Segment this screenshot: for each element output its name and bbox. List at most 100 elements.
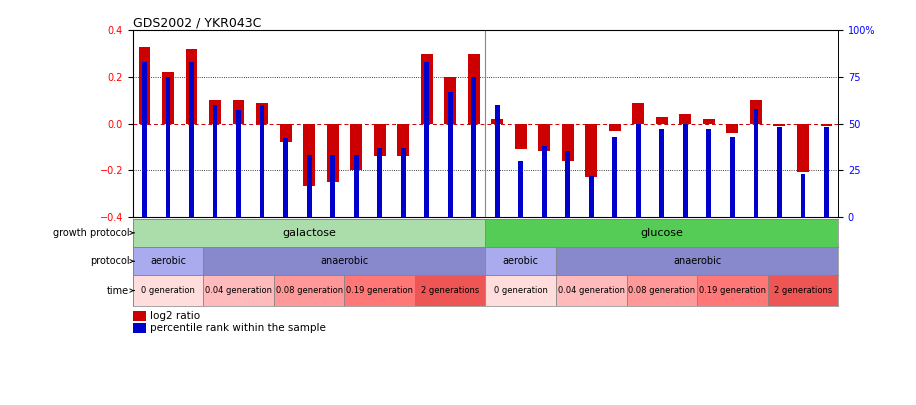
Text: aerobic: aerobic xyxy=(150,256,186,266)
Bar xyxy=(166,77,170,217)
Text: 2 generations: 2 generations xyxy=(774,286,832,295)
Bar xyxy=(415,275,485,306)
Bar xyxy=(472,77,476,217)
Bar xyxy=(565,151,570,217)
Text: 0.04 generation: 0.04 generation xyxy=(205,286,272,295)
Bar xyxy=(233,100,245,124)
Bar xyxy=(374,124,386,156)
Text: log2 ratio: log2 ratio xyxy=(150,311,201,321)
Bar xyxy=(556,247,838,275)
Bar xyxy=(203,247,485,275)
Bar xyxy=(518,161,523,217)
Bar xyxy=(485,219,838,247)
Text: anaerobic: anaerobic xyxy=(321,256,368,266)
Text: 0.19 generation: 0.19 generation xyxy=(346,286,413,295)
Text: 2 generations: 2 generations xyxy=(421,286,479,295)
Bar xyxy=(260,105,265,217)
Bar xyxy=(491,119,503,124)
Bar xyxy=(726,124,738,133)
Bar xyxy=(609,124,621,130)
Bar xyxy=(142,62,147,217)
Text: anaerobic: anaerobic xyxy=(673,256,721,266)
Bar xyxy=(133,311,146,321)
Bar xyxy=(821,124,833,126)
Text: protocol: protocol xyxy=(90,256,129,266)
Bar xyxy=(209,100,221,124)
Bar xyxy=(279,124,291,142)
Bar xyxy=(485,247,556,275)
Bar xyxy=(585,124,597,177)
Bar xyxy=(133,247,203,275)
Bar xyxy=(556,275,627,306)
Bar xyxy=(186,49,198,124)
Bar xyxy=(636,124,640,217)
Bar xyxy=(307,155,311,217)
Text: glucose: glucose xyxy=(640,228,683,238)
Bar xyxy=(133,219,485,247)
Bar xyxy=(303,124,315,186)
Bar xyxy=(327,124,339,182)
Bar xyxy=(256,102,268,124)
Text: 0.08 generation: 0.08 generation xyxy=(276,286,343,295)
Bar xyxy=(797,124,809,173)
Bar xyxy=(660,129,664,217)
Bar xyxy=(448,92,453,217)
Text: 0.04 generation: 0.04 generation xyxy=(558,286,625,295)
Bar xyxy=(420,54,432,124)
Text: growth protocol: growth protocol xyxy=(52,228,129,238)
Text: galactose: galactose xyxy=(282,228,336,238)
Bar xyxy=(768,275,838,306)
Bar xyxy=(773,124,785,126)
Bar xyxy=(203,275,274,306)
Bar xyxy=(777,127,781,217)
Text: percentile rank within the sample: percentile rank within the sample xyxy=(150,324,326,333)
Bar xyxy=(133,323,146,333)
Text: GDS2002 / YKR043C: GDS2002 / YKR043C xyxy=(133,16,261,29)
Bar xyxy=(485,275,556,306)
Bar xyxy=(133,275,203,306)
Bar xyxy=(398,124,409,156)
Bar xyxy=(589,176,594,217)
Bar xyxy=(274,275,344,306)
Bar xyxy=(190,62,194,217)
Bar xyxy=(801,174,805,217)
Text: 0.19 generation: 0.19 generation xyxy=(699,286,766,295)
Bar xyxy=(495,105,499,217)
Bar xyxy=(627,275,697,306)
Bar xyxy=(283,139,288,217)
Bar xyxy=(703,119,714,124)
Bar xyxy=(680,114,692,124)
Bar xyxy=(162,72,174,124)
Bar xyxy=(468,54,480,124)
Text: time: time xyxy=(107,286,129,296)
Text: aerobic: aerobic xyxy=(503,256,539,266)
Bar xyxy=(138,47,150,124)
Bar xyxy=(613,136,617,217)
Bar xyxy=(350,124,362,170)
Bar xyxy=(542,146,547,217)
Bar xyxy=(754,109,758,217)
Bar xyxy=(331,155,335,217)
Bar xyxy=(824,127,829,217)
Bar xyxy=(562,124,573,161)
Bar xyxy=(444,77,456,124)
Bar xyxy=(697,275,768,306)
Bar xyxy=(706,129,711,217)
Bar xyxy=(539,124,551,151)
Bar xyxy=(377,148,382,217)
Bar xyxy=(656,117,668,124)
Bar xyxy=(632,102,644,124)
Bar xyxy=(213,105,217,217)
Bar xyxy=(401,148,406,217)
Text: 0 generation: 0 generation xyxy=(494,286,548,295)
Bar xyxy=(236,111,241,217)
Bar xyxy=(344,275,415,306)
Bar xyxy=(750,100,762,124)
Bar xyxy=(515,124,527,149)
Bar xyxy=(683,124,688,217)
Text: 0.08 generation: 0.08 generation xyxy=(628,286,695,295)
Bar xyxy=(730,136,735,217)
Text: 0 generation: 0 generation xyxy=(141,286,195,295)
Bar xyxy=(354,155,358,217)
Bar xyxy=(424,62,429,217)
